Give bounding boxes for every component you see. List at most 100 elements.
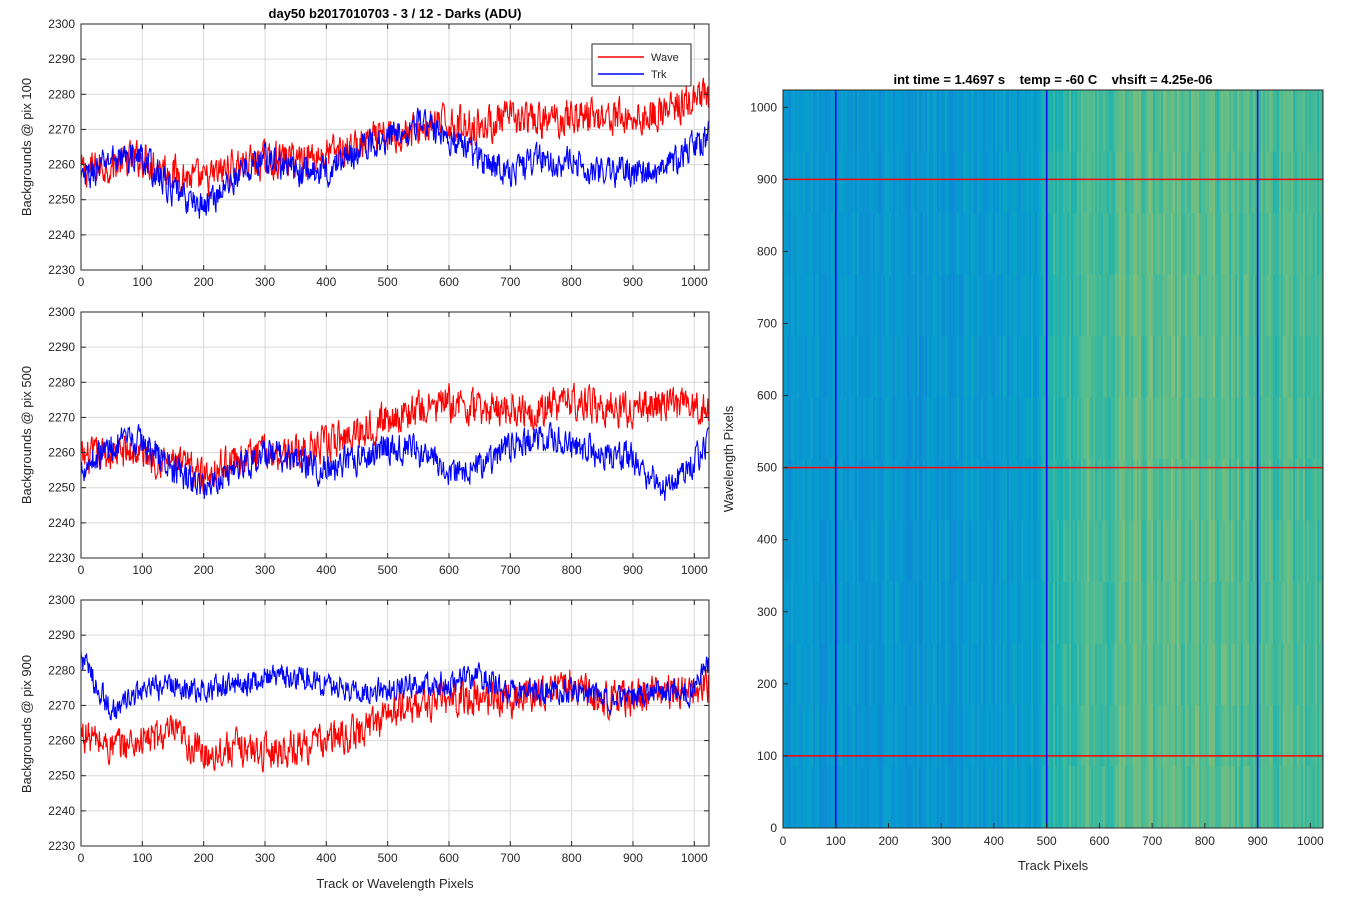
heatmap-cell	[831, 643, 834, 706]
heatmap-cell	[939, 766, 942, 829]
heatmap-cell	[1043, 643, 1046, 706]
heatmap-cell	[901, 520, 904, 583]
heatmap-cell	[977, 90, 980, 152]
heatmap-cell	[805, 766, 808, 829]
heatmap-cell	[1009, 705, 1012, 767]
heatmap-cell	[1133, 213, 1136, 275]
heatmap-cell	[1175, 151, 1178, 214]
series-line-wave	[81, 77, 709, 197]
heatmap-cell	[991, 643, 994, 706]
heatmap-cell	[833, 705, 836, 767]
heatmap-cell	[1015, 643, 1018, 706]
heatmap-cell	[1039, 151, 1042, 214]
heatmap-cell	[1211, 520, 1214, 583]
heatmap-cell	[909, 397, 912, 460]
heatmap-cell	[983, 643, 986, 706]
heatmap-cell	[1261, 582, 1264, 644]
heatmap-cell	[1161, 90, 1164, 152]
heatmap-cell	[893, 213, 896, 275]
heatmap-cell	[921, 643, 924, 706]
heatmap-cell	[869, 90, 872, 152]
heatmap-cell	[789, 336, 792, 398]
heatmap-cell	[1315, 459, 1318, 521]
heatmap-cell	[1029, 151, 1032, 214]
heatmap-cell	[1209, 336, 1212, 398]
heatmap-cell	[1277, 766, 1280, 829]
heatmap-cell	[1237, 336, 1240, 398]
heatmap-cell	[1107, 274, 1110, 337]
heatmap-cell	[849, 336, 852, 398]
heatmap-cell	[873, 213, 876, 275]
heatmap-title: int time = 1.4697 s temp = -60 C vhsift …	[893, 72, 1212, 87]
heatmap-cell	[1199, 766, 1202, 829]
heatmap-cell	[993, 643, 996, 706]
heatmap-cell	[1303, 336, 1306, 398]
heatmap-cell	[1235, 90, 1238, 152]
heatmap-cell	[1315, 274, 1318, 337]
heatmap-cell	[1015, 520, 1018, 583]
heatmap-cell	[1001, 766, 1004, 829]
heatmap-cell	[983, 274, 986, 337]
heatmap-cell	[1115, 766, 1118, 829]
heatmap-cell	[1207, 520, 1210, 583]
heatmap-cell	[839, 766, 842, 829]
heatmap-cell	[1295, 705, 1298, 767]
heatmap-cell	[887, 582, 890, 644]
heatmap-cell	[1143, 459, 1146, 521]
heatmap-cell	[1041, 766, 1044, 829]
heatmap-cell	[1301, 90, 1304, 152]
heatmap-cell	[869, 705, 872, 767]
heatmap-cell	[1073, 766, 1076, 829]
heatmap-cell	[1027, 705, 1030, 767]
heatmap-cell	[1093, 520, 1096, 583]
heatmap-cell	[1243, 397, 1246, 460]
heatmap-cell	[897, 459, 900, 521]
heatmap-cell	[1099, 213, 1102, 275]
heatmap-cell	[1195, 336, 1198, 398]
heatmap-cell	[913, 582, 916, 644]
heatmap-cell	[1229, 274, 1232, 337]
heatmap-cell	[1231, 397, 1234, 460]
heatmap-cell	[783, 397, 786, 460]
heatmap-cell	[1309, 397, 1312, 460]
heatmap-cell	[915, 90, 918, 152]
heatmap-cell	[1171, 274, 1174, 337]
heatmap-cell	[1289, 582, 1292, 644]
heatmap-cell	[1013, 520, 1016, 583]
heatmap-cell	[965, 766, 968, 829]
heatmap-cell	[947, 213, 950, 275]
heatmap-cell	[1027, 766, 1030, 829]
heatmap-cell	[1071, 582, 1074, 644]
heatmap-cell	[1237, 213, 1240, 275]
heatmap-cell	[869, 766, 872, 829]
heatmap-cell	[1083, 213, 1086, 275]
heatmap-cell	[785, 336, 788, 398]
heatmap-cell	[1103, 336, 1106, 398]
heatmap-cell	[1157, 274, 1160, 337]
heatmap-cell	[1125, 643, 1128, 706]
heatmap-cell	[1051, 274, 1054, 337]
heatmap-cell	[1303, 643, 1306, 706]
heatmap-cell	[985, 213, 988, 275]
heatmap-cell	[1095, 90, 1098, 152]
heatmap-cell	[871, 459, 874, 521]
heatmap-cell	[1315, 90, 1318, 152]
heatmap-cell	[1307, 520, 1310, 583]
heatmap-cell	[997, 705, 1000, 767]
heatmap-cell	[1283, 582, 1286, 644]
figure-title: day50 b2017010703 - 3 / 12 - Darks (ADU)	[269, 6, 522, 21]
heatmap-cell	[937, 643, 940, 706]
heatmap-cell	[923, 397, 926, 460]
heatmap-cell	[951, 397, 954, 460]
heatmap-cell	[913, 520, 916, 583]
heatmap-cell	[1187, 582, 1190, 644]
heatmap-cell	[1117, 151, 1120, 214]
heatmap-cell	[1223, 336, 1226, 398]
heatmap-cell	[837, 705, 840, 767]
heatmap-cell	[875, 459, 878, 521]
heatmap-cell	[901, 213, 904, 275]
heatmap-cell	[1289, 766, 1292, 829]
heatmap-cell	[995, 397, 998, 460]
heatmap-cell	[1155, 582, 1158, 644]
heatmap-cell	[823, 213, 826, 275]
